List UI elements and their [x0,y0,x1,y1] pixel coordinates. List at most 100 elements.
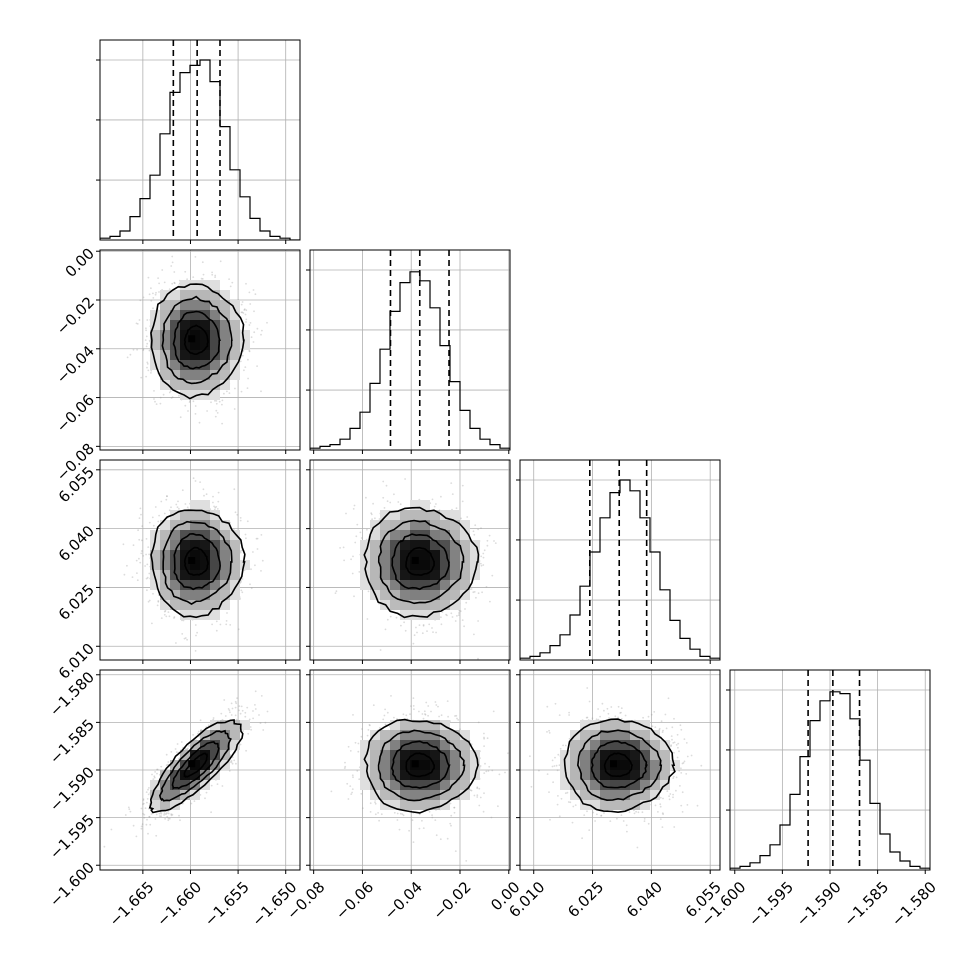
scatter-point [176,743,179,745]
density-cell [190,370,200,380]
density-cell [220,370,230,380]
scatter-point [148,349,151,352]
scatter-point [152,292,154,295]
scatter-point [214,274,217,277]
scatter-point [351,572,354,575]
histogram-2 [520,479,720,660]
scatter-point [128,808,131,811]
density-cell [200,560,210,570]
density-cell [180,330,190,340]
scatter-point [151,516,154,519]
density-cell [220,350,230,360]
scatter-point [178,507,180,510]
panel-frame [309,459,511,661]
density-cell [470,550,480,560]
scatter-point [194,413,197,415]
density-cell [400,510,410,520]
density-cell [220,550,230,560]
scatter-point [399,503,402,506]
scatter-point [201,278,204,280]
density-cell [170,380,180,390]
density-cell [410,590,420,600]
scatter-point [254,708,257,710]
density-cell [150,360,160,370]
scatter-point [384,628,387,631]
scatter-point [140,376,143,379]
density-cell [390,530,400,540]
scatter-point [184,404,187,407]
panel-frame [519,459,721,661]
scatter-point [233,408,236,410]
scatter-point [412,642,415,645]
density-cell [160,530,170,540]
scatter-point [210,784,213,787]
density-cell [400,540,410,550]
density-cell [150,580,160,590]
density-cell [460,540,470,550]
density-cell [380,540,390,550]
density-cell [210,380,220,390]
density-cell [370,580,380,590]
density-cell [390,600,400,610]
density-cell [200,370,210,380]
density-cell [220,340,230,350]
scatter-point [250,336,253,339]
scatter-panel-3-0: −1.600−1.595−1.590−1.585−1.580−1.665−1.6… [46,668,301,930]
density-cell [170,360,180,370]
density-cell [420,550,430,560]
density-cell [190,340,200,350]
density-cell [400,590,410,600]
scatter-point [183,637,186,640]
density-cell [240,330,250,340]
y-tick-label: 6.025 [55,581,98,624]
scatter-point [170,506,172,509]
density-cell [230,550,240,560]
density-cell [460,570,470,580]
density-cell [390,540,400,550]
density-cell [180,290,190,300]
density-cell [430,570,440,580]
density-cell [170,320,180,330]
density-cell [410,600,420,610]
density-cell [230,310,240,320]
contour-level-3 [150,283,245,400]
scatter-point [184,270,187,273]
scatter-point [157,600,160,602]
scatter-point [246,387,249,389]
density-cell [200,510,210,520]
density-cell [160,360,170,370]
scatter-point [240,390,243,393]
density-cell [200,340,210,350]
scatter-point [339,547,341,549]
density-cell [230,530,240,540]
scatter-point [413,634,416,637]
scatter-point [188,401,191,403]
density-cell [160,330,170,340]
scatter-point [477,592,480,595]
scatter-point [431,498,434,501]
density-cell [220,530,230,540]
scatter-point [211,623,214,626]
scatter-point [192,734,195,736]
density-cell [190,600,200,610]
scatter-point [243,309,246,311]
hist-panel-2 [516,459,721,664]
scatter-point [217,500,220,503]
density-cell [180,520,190,530]
density-cell [380,570,390,580]
density-cell [440,560,450,570]
scatter-point [153,398,155,400]
density-cell [420,570,430,580]
scatter-point [239,519,242,522]
scatter-point [214,506,217,509]
scatter-point [242,312,245,314]
density-cell [190,300,200,310]
panel-frame [99,249,301,451]
scatter-point [421,632,424,635]
scatter-point [455,507,458,510]
scatter-point [159,402,162,405]
scatter-point [167,611,170,613]
scatter-point [223,392,225,395]
density-cell [180,300,190,310]
scatter-point [145,327,147,330]
